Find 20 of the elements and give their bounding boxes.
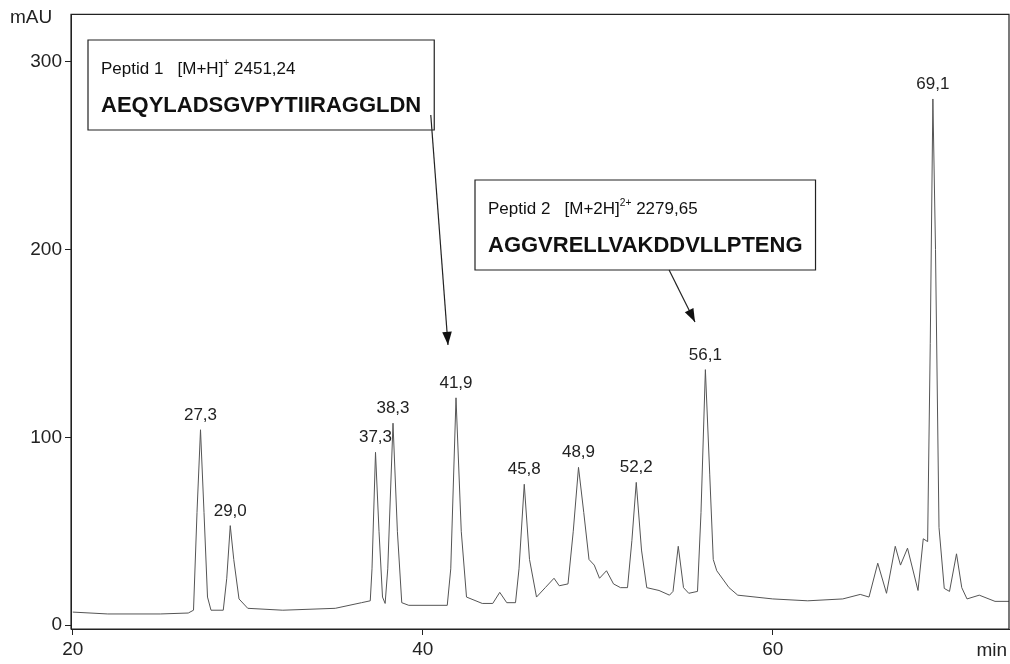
annotation: 37,3 — [358, 427, 393, 447]
annotation: Peptid 1 [M+H]+ 2451,24 AEQYLADSGVPYTIIRAGGLDN — [101, 57, 422, 117]
annotation: 27,3 — [183, 404, 218, 424]
annotation: 41,9 — [439, 372, 473, 392]
x-tick-label: 60 — [762, 637, 784, 659]
annotation: 38,3 — [376, 398, 410, 418]
y-tick-label: 0 — [51, 613, 62, 635]
annotation: 69,1 — [916, 73, 950, 93]
y-tick-label: 300 — [30, 49, 62, 71]
annotation: 56,1 — [688, 344, 722, 364]
annotation: 52,2 — [619, 457, 653, 477]
y-axis-title: mAU — [10, 6, 53, 28]
x-axis-title: min — [976, 639, 1007, 660]
y-tick-label: 100 — [30, 425, 62, 447]
annotation: 29,0 — [213, 500, 247, 520]
annotation: 45,8 — [507, 459, 541, 479]
annotation: 48,9 — [561, 442, 596, 462]
y-tick-label: 200 — [30, 237, 62, 259]
x-tick-label: 20 — [62, 637, 84, 659]
x-tick-label: 40 — [412, 637, 434, 659]
